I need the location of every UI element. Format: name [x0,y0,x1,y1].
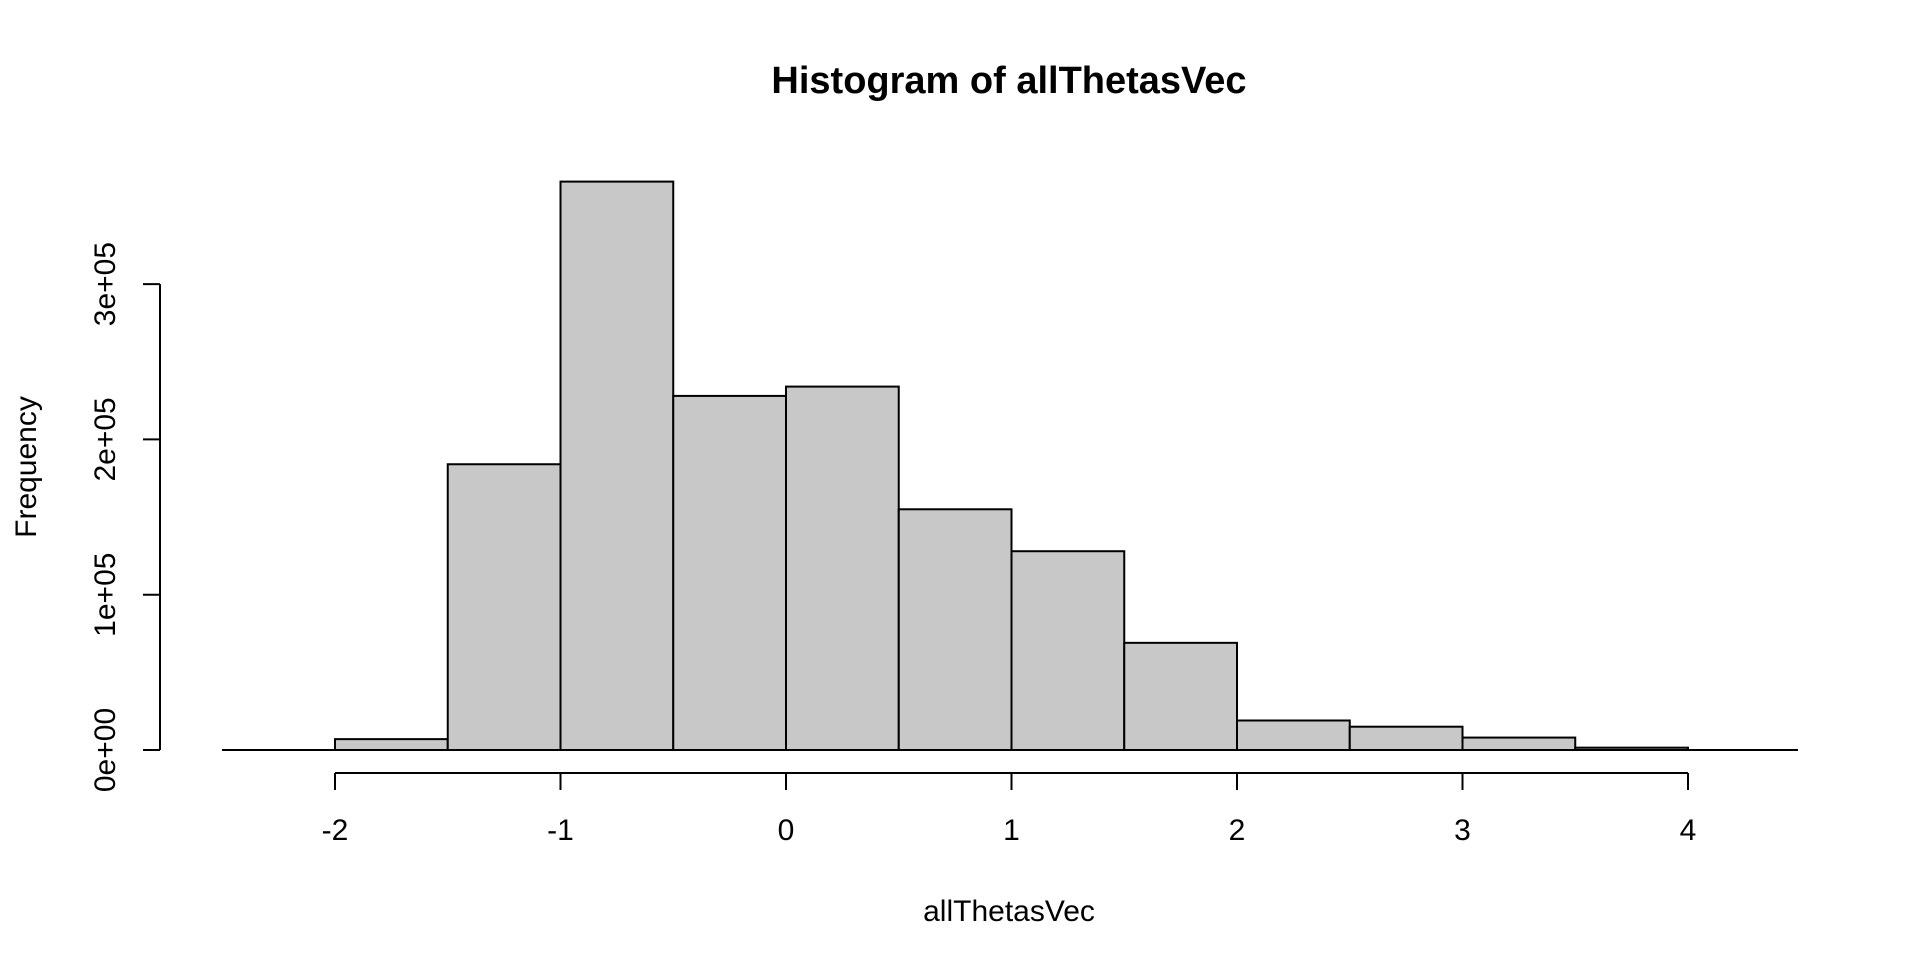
y-tick-label: 3e+05 [89,242,122,326]
x-tick-label: -2 [322,814,349,847]
histogram-bar [446,463,562,751]
x-tick-label: 0 [778,814,795,847]
chart-title: Histogram of allThetasVec [771,60,1246,102]
histogram-bar [559,180,675,752]
y-tick-label: 0e+00 [89,708,122,792]
histogram-bar [897,508,1013,751]
y-tick-label: 2e+05 [89,397,122,481]
histogram-bars [334,180,1689,752]
histogram-bar [1348,725,1464,752]
histogram-bar [1010,550,1126,751]
x-tick-label: 2 [1229,814,1246,847]
histogram-bar [1461,736,1577,751]
x-tick-label: 4 [1680,814,1697,847]
histogram-bar [1123,641,1238,752]
x-axis-label: allThetasVec [923,895,1095,928]
y-axis-label: Frequency [10,396,43,538]
histogram-bar [1236,719,1351,751]
x-axis: -2 -1 0 1 2 3 4 [322,772,1697,847]
histogram-bar [334,738,449,752]
y-axis: 0e+00 1e+05 2e+05 3e+05 [89,242,161,792]
x-tick-label: 1 [1003,814,1020,847]
histogram-bar [672,394,787,751]
x-tick-label: 3 [1454,814,1471,847]
histogram-bar [785,385,900,751]
y-tick-label: 1e+05 [89,553,122,637]
x-tick-label: -1 [547,814,574,847]
